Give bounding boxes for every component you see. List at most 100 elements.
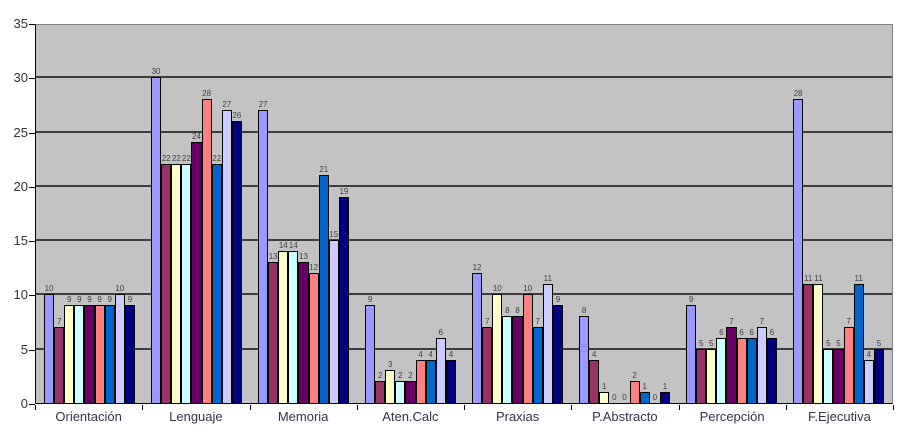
bar [863, 360, 874, 403]
y-axis-label: 25 [13, 124, 28, 140]
bar-value-label: 28 [793, 89, 803, 98]
bar [686, 305, 697, 403]
y-axis-tick [29, 404, 35, 405]
bar-value-label: 0 [652, 393, 658, 402]
bar [365, 305, 376, 403]
bar [726, 327, 737, 403]
bar-value-label: 28 [202, 89, 212, 98]
gridline [36, 239, 892, 242]
x-axis-tick [356, 405, 358, 410]
bar-slot: 11 [803, 25, 814, 403]
bar-value-label: 7 [535, 317, 540, 326]
bar [338, 197, 349, 403]
bar [492, 294, 503, 403]
bar-slot: 2 [395, 25, 406, 403]
bar-slot: 30 [151, 25, 162, 403]
bar-value-label: 4 [448, 350, 454, 359]
bar [522, 294, 533, 403]
bar-groups: 10 7 9 9 9 9 9 10 9 30 22 22 22 24 28 22 27 26 27 13 14 14 13 1… [36, 25, 892, 403]
bar-slot: 9 [94, 25, 105, 403]
bar-slot: 4 [425, 25, 436, 403]
bar-slot: 26 [231, 25, 242, 403]
bar-slot: 5 [833, 25, 844, 403]
bar [736, 338, 747, 403]
bar-value-label: 9 [688, 295, 694, 304]
bar [298, 262, 309, 403]
bar-value-label: 7 [56, 317, 62, 326]
bar-slot: 6 [736, 25, 747, 403]
y-axis-tick [29, 349, 35, 351]
category-label: Percepción [699, 409, 765, 424]
bar-slot: 14 [278, 25, 289, 403]
bar-value-label: 5 [709, 339, 714, 348]
bar-slot: 7 [54, 25, 65, 403]
bar-value-label: 11 [854, 274, 863, 283]
bar-value-label: 5 [826, 339, 831, 348]
bar-slot: 1 [659, 25, 670, 403]
bar [746, 338, 757, 403]
bar [191, 142, 202, 403]
bar [181, 164, 192, 403]
bar-value-label: 5 [698, 339, 704, 348]
x-axis-category-labels: Orientación Lenguaje Memoria Aten.Calc Praxi… [35, 409, 893, 424]
bar [445, 360, 456, 403]
category-label: Orientación [55, 409, 122, 424]
bar [328, 240, 339, 403]
bar [756, 327, 767, 403]
y-axis-label: 30 [13, 70, 28, 86]
bar [64, 305, 75, 403]
bar [766, 338, 777, 403]
bar-slot: 4 [415, 25, 426, 403]
bar-value-label: 2 [632, 371, 637, 380]
bar-group: 27 13 14 14 13 12 21 15 19 [250, 25, 357, 403]
bar-slot: 27 [258, 25, 269, 403]
bar-slot: 9 [686, 25, 697, 403]
bar-slot: 7 [843, 25, 854, 403]
bar-slot: 9 [104, 25, 115, 403]
bar [472, 273, 483, 403]
bar [54, 327, 65, 403]
bar-slot: 12 [472, 25, 483, 403]
bar [482, 327, 493, 403]
bar [94, 305, 105, 403]
bar-slot: 5 [696, 25, 707, 403]
plot-area: 10 7 9 9 9 9 9 10 9 30 22 22 22 24 28 22 27 26 27 13 14 14 13 1… [35, 24, 893, 404]
bar-value-label: 6 [769, 328, 775, 337]
y-axis: 0 5 10 15 20 25 30 35 [0, 16, 28, 411]
bar-slot: 0 [619, 25, 629, 403]
x-axis-tick [893, 405, 894, 410]
bar-value-label: 14 [288, 241, 298, 250]
bar-value-label: 2 [398, 371, 403, 380]
bar-value-label: 0 [622, 393, 627, 402]
category-label: F.Ejecutiva [807, 409, 871, 424]
bar [44, 294, 55, 403]
bar-value-label: 8 [505, 306, 510, 315]
bar-value-label: 1 [602, 382, 607, 391]
bar-value-label: 6 [739, 328, 744, 337]
bar [124, 305, 135, 403]
y-axis-tick [29, 78, 35, 80]
bar [74, 305, 85, 403]
bar [706, 349, 717, 403]
bar-slot: 10 [522, 25, 533, 403]
y-axis-tick [29, 24, 35, 25]
bar-value-label: 22 [181, 154, 191, 163]
bar [502, 316, 513, 403]
bar-slot: 14 [288, 25, 299, 403]
bar-value-label: 21 [319, 165, 329, 174]
bar [552, 305, 563, 403]
bar-value-label: 3 [388, 360, 393, 369]
x-axis-tick [571, 405, 573, 410]
bar [843, 327, 854, 403]
bar-value-label: 7 [729, 317, 734, 326]
x-axis-tick [249, 405, 251, 410]
gridline [36, 130, 892, 133]
bar [425, 360, 436, 403]
x-axis-tick [464, 405, 465, 410]
bar [853, 284, 864, 403]
bar [201, 99, 212, 403]
bar-slot: 9 [365, 25, 376, 403]
x-axis-tick [35, 405, 36, 410]
bar [161, 164, 172, 403]
